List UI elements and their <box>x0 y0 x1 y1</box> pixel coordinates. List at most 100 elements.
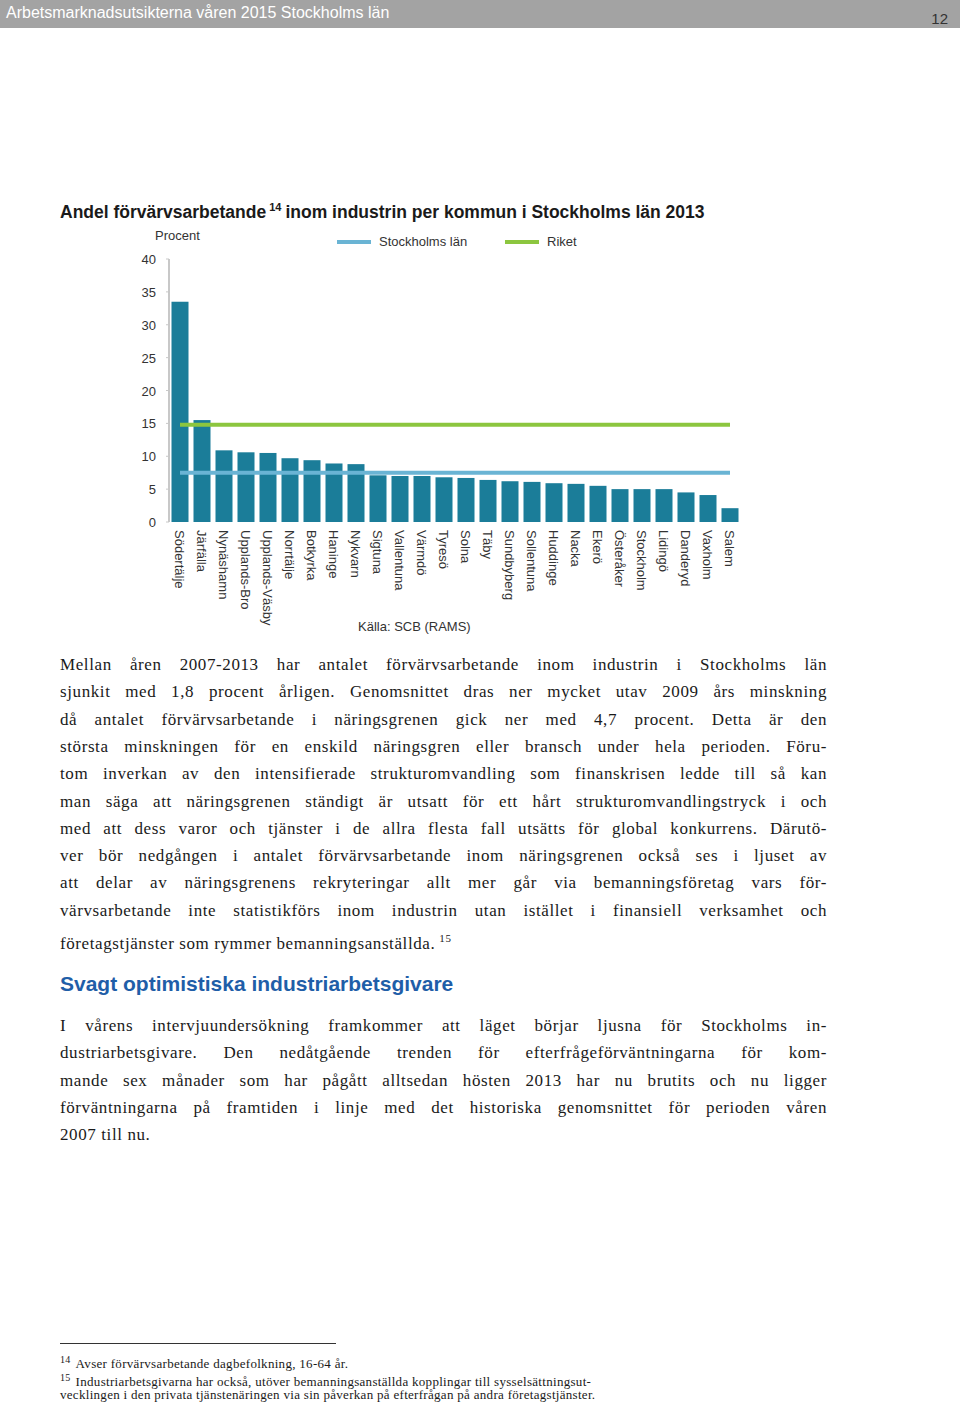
footnote-text: Avser förvärvsarbetande dagbefolkning, 1… <box>76 1356 349 1371</box>
x-tick-label: Vaxholm <box>700 530 715 580</box>
x-tick-label: Lidingö <box>656 530 671 572</box>
y-tick <box>166 390 169 391</box>
x-tick-label: Nynäshamn <box>216 530 231 599</box>
bar <box>172 302 189 522</box>
line-series <box>180 423 730 427</box>
x-tick-label: Österåker <box>612 530 627 588</box>
footnote-number: 15 <box>60 1372 71 1383</box>
y-tick <box>166 357 169 358</box>
bar <box>216 450 233 522</box>
bar <box>238 452 255 522</box>
x-tick-label: Haninge <box>326 530 341 578</box>
legend-label: Stockholms län <box>379 234 467 249</box>
bar <box>282 458 299 522</box>
footnote-separator <box>60 1343 336 1344</box>
body-line: med att dess varor och tjänster i de all… <box>60 819 827 839</box>
footnote-line: 14Avser förvärvsarbetande dagbefolkning,… <box>60 1352 348 1372</box>
bar <box>634 489 651 522</box>
body-line: mande sex månader som har pågått alltsed… <box>60 1071 827 1091</box>
body-line: Mellan åren 2007-2013 har antalet förvär… <box>60 655 827 675</box>
x-tick-label: Botkyrka <box>304 530 319 581</box>
y-tick-label: 20 <box>142 384 156 399</box>
y-tick <box>166 259 169 260</box>
bar <box>260 453 277 522</box>
body-line: största minskningen för en enskild närin… <box>60 737 827 757</box>
bar <box>656 489 673 522</box>
bar <box>458 478 475 522</box>
x-tick-label: Södertälje <box>172 530 187 589</box>
y-tick <box>166 522 169 523</box>
x-tick-label: Solna <box>458 530 473 564</box>
bar <box>568 484 585 522</box>
bar <box>480 480 497 522</box>
x-tick-label: Sundbyberg <box>502 530 517 600</box>
y-tick-label: 10 <box>142 449 156 464</box>
bar <box>590 486 607 522</box>
y-tick-label: 25 <box>142 351 156 366</box>
header-title: Arbetsmarknadsutsikterna våren 2015 Stoc… <box>6 4 389 22</box>
body-line: I vårens intervjuundersökning framkommer… <box>60 1016 827 1036</box>
body-line: värvsarbetande inte statistikförs inom i… <box>60 901 827 921</box>
x-tick-label: Salem <box>722 530 737 567</box>
body-line: då antalet förvärvsarbetande i näringsgr… <box>60 710 827 730</box>
chart-title-footnote: 14 <box>269 201 282 213</box>
chart-title-rest: inom industrin per kommun i Stockholms l… <box>285 202 704 222</box>
y-tick-label: 30 <box>142 318 156 333</box>
x-tick-label: Järfälla <box>194 530 209 573</box>
x-tick-label: Ekerö <box>590 530 605 564</box>
body-line: man säga att näringsgrenen ständigt är u… <box>60 792 827 812</box>
y-tick <box>166 423 169 424</box>
bar <box>524 482 541 522</box>
x-tick-label: Huddinge <box>546 530 561 586</box>
body-line: ver bör nedgången i antalet förvärvsarbe… <box>60 846 827 866</box>
y-tick-label: 15 <box>142 416 156 431</box>
body-line: förväntningarna på framtiden i linje med… <box>60 1098 827 1118</box>
bar <box>722 508 739 522</box>
x-tick-label: Vallentuna <box>392 530 407 591</box>
x-tick-label: Tyresö <box>436 530 451 569</box>
y-tick-label: 0 <box>149 515 156 530</box>
y-tick <box>166 324 169 325</box>
y-tick <box>166 456 169 457</box>
x-tick-label: Upplands-Bro <box>238 530 253 610</box>
footnote-text: Industriarbetsgivarna har också, utöver … <box>76 1374 592 1389</box>
page-number: 12 <box>931 10 948 27</box>
body-line: att delar av näringsgrenens rekryteringa… <box>60 873 827 893</box>
y-tick <box>166 489 169 490</box>
x-tick-label: Nykvarn <box>348 530 363 578</box>
bar <box>436 477 453 522</box>
x-tick-label: Stockholm <box>634 530 649 591</box>
footnote-line: vecklingen i den privata tjänstenäringen… <box>60 1387 595 1403</box>
bar <box>502 481 519 522</box>
y-tick-label: 35 <box>142 285 156 300</box>
bar <box>370 475 387 522</box>
plot-area <box>172 302 739 522</box>
x-tick-label: Nacka <box>568 530 583 568</box>
body-line: sjunkit med 1,8 procent årligen. Genomsn… <box>60 682 827 702</box>
bar <box>678 492 695 522</box>
x-tick-label: Upplands-Väsby <box>260 530 275 626</box>
legend-label: Riket <box>547 234 577 249</box>
body-line: 2007 till nu. <box>60 1125 827 1145</box>
footnote-text: vecklingen i den privata tjänstenäringen… <box>60 1387 595 1402</box>
y-tick <box>166 291 169 292</box>
footnote-ref: 15 <box>439 932 451 944</box>
section-heading: Svagt optimistiska industriarbetsgivare <box>60 972 453 996</box>
legend-swatch <box>505 240 539 244</box>
bar <box>546 483 563 522</box>
legend-swatch <box>337 240 371 244</box>
y-axis-label: Procent <box>155 228 200 243</box>
x-tick-label: Sollentuna <box>524 530 539 592</box>
bar <box>414 476 431 522</box>
chart-source: Källa: SCB (RAMS) <box>358 619 471 634</box>
y-tick-label: 5 <box>149 482 156 497</box>
bar <box>700 495 717 522</box>
x-tick-label: Danderyd <box>678 530 693 586</box>
page: Arbetsmarknadsutsikterna våren 2015 Stoc… <box>0 0 960 1407</box>
bar <box>304 460 321 522</box>
body-line: företagstjänster som rymmer bemanningsan… <box>60 928 827 954</box>
body-line: tom inverkan av den intensifierade struk… <box>60 764 827 784</box>
bar <box>392 476 409 522</box>
body-line: dustriarbetsgivare. Den nedåtgående tren… <box>60 1043 827 1063</box>
chart-title: Andel förvärvsarbetande14inom industrin … <box>60 201 705 222</box>
